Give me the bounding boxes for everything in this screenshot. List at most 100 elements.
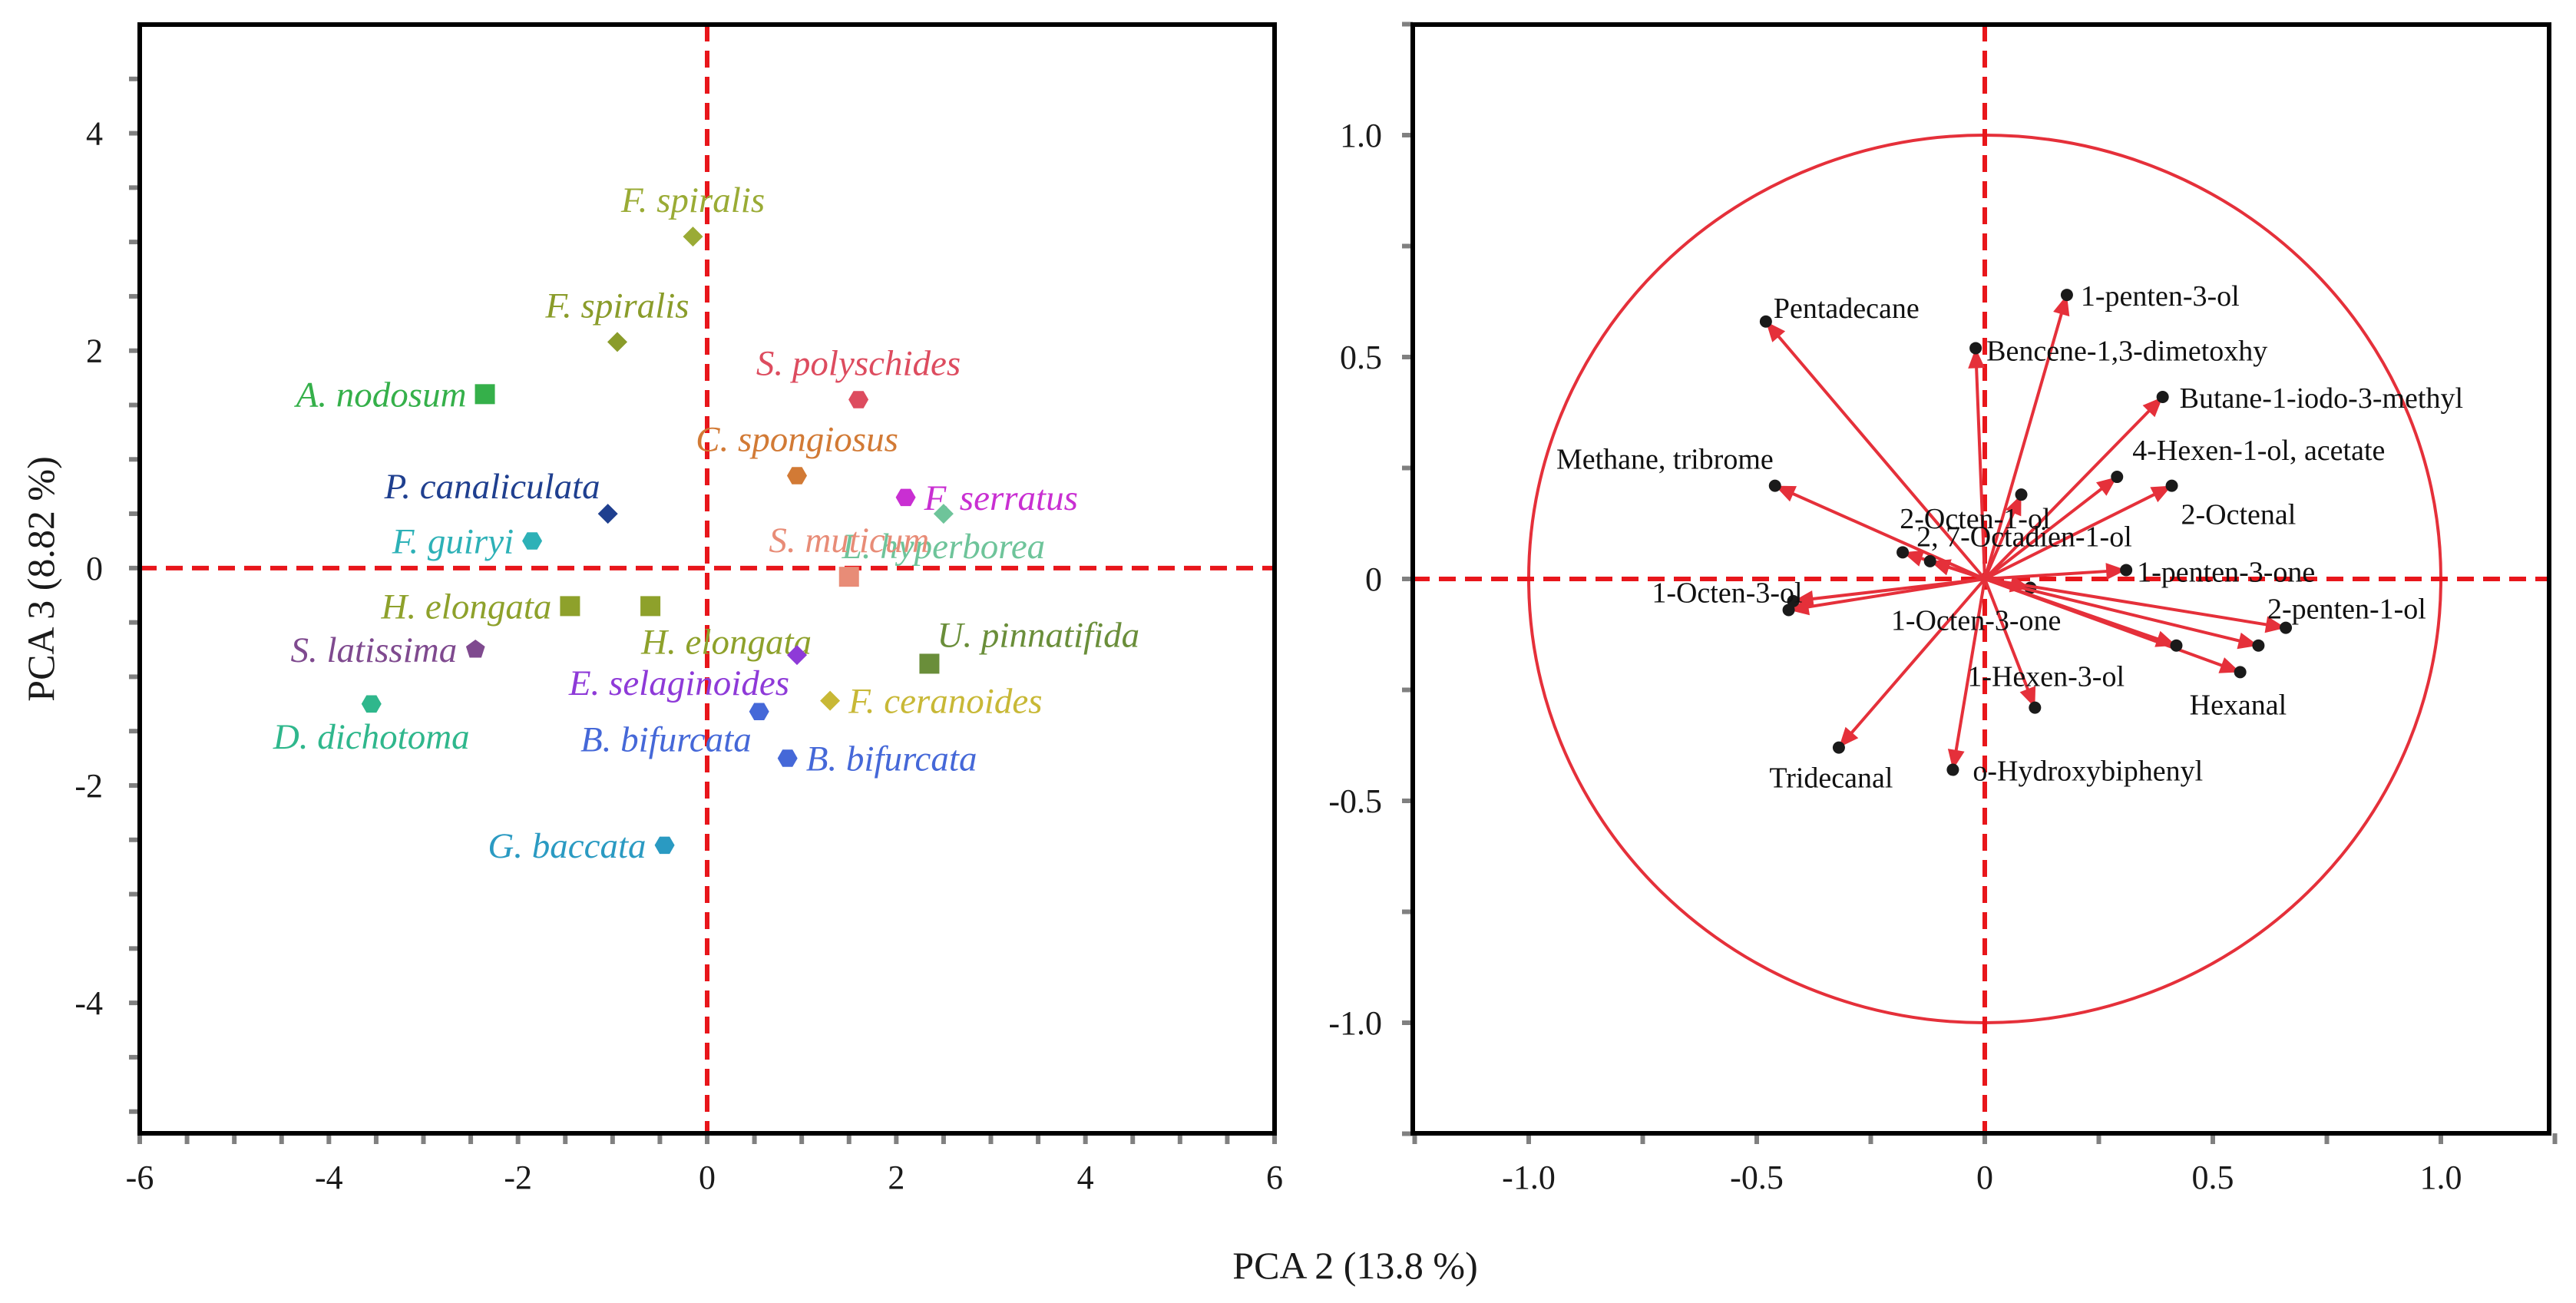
x-tick-label: -4 [315, 1159, 343, 1196]
vector-endpoint [1946, 763, 1959, 776]
data-point [820, 690, 841, 711]
loading-plot-panel: -1.0 -0.5 0 0.5 1.0 1.0 0.5 0 -0.5 -1.0 Pentadecan… [1328, 21, 2558, 1196]
y-axis-title: PCA 3 (8.82 %) [19, 456, 62, 701]
vector-arrowhead [2006, 494, 2022, 517]
vector-endpoint [1896, 546, 1910, 559]
data-point [933, 504, 954, 524]
loading-vector [1984, 577, 2287, 630]
data-point [475, 384, 495, 405]
loading-vector [1984, 577, 2178, 647]
vector-endpoint [1923, 554, 1936, 567]
point-label: B. bifurcata [806, 739, 977, 779]
point-label: D. dichotoma [273, 717, 470, 757]
vector-endpoint [2234, 666, 2247, 679]
vector-arrowhead [2096, 477, 2118, 496]
y-tick-label: -0.5 [1328, 782, 1382, 820]
y-tick-label: -2 [74, 767, 103, 805]
loading-vector [1837, 577, 1986, 749]
data-point [654, 836, 675, 855]
vector-arrowhead [2218, 657, 2240, 673]
x-tick-label: 0.5 [2192, 1159, 2234, 1196]
vector-label: Pentadecane [1774, 293, 1920, 325]
vector-arrowhead [1765, 321, 1786, 342]
point-label: A. nodosum [294, 375, 467, 415]
vector-label: Butane-1-iodo-3-methyl [2180, 382, 2463, 415]
vector-label: 2, 7-Octadien-1-ol [1916, 521, 2132, 553]
score-plot-panel: -6 -4 -2 0 2 4 6 4 2 0 -2 -4 PCA 3 (8.82 %) F. spiral… [19, 22, 1283, 1196]
data-point [749, 703, 769, 720]
x-tick-label: -6 [126, 1159, 154, 1196]
vector-arrowhead [1968, 348, 1986, 369]
y-tick-label: 4 [86, 115, 103, 153]
data-point [465, 640, 485, 658]
point-label: F. ceranoides [848, 682, 1042, 722]
loading-vector [1984, 568, 2127, 580]
y-tick-label: -1.0 [1328, 1004, 1382, 1042]
loading-vector [1764, 320, 1986, 580]
x-tick-label: -2 [504, 1159, 532, 1196]
vector-label: 2-Octen-1-ol [1900, 503, 2050, 535]
vector-endpoint [2280, 621, 2293, 634]
data-point [560, 596, 580, 617]
point-label: H. elongata [640, 622, 812, 662]
shared-x-axis-title: PCA 2 (13.8 %) [1232, 1244, 1477, 1287]
vector-endpoint [2156, 391, 2169, 404]
vector-endpoint [2170, 639, 2183, 652]
vector-endpoint [2111, 471, 2124, 484]
x-tick-label: 6 [1266, 1159, 1283, 1196]
vector-endpoint [2165, 479, 2178, 492]
vector-endpoint [2252, 639, 2265, 652]
data-point [777, 749, 798, 767]
vector-label: o-Hydroxybiphenyl [1973, 756, 2203, 788]
point-label: H. elongata [380, 587, 551, 627]
data-point [361, 695, 382, 713]
x-tick-label: -1.0 [1502, 1159, 1556, 1196]
plot-frame [1410, 22, 2551, 1136]
vector-arrowhead [2142, 397, 2163, 418]
x-tick-label: 0 [699, 1159, 716, 1196]
data-point [787, 467, 807, 484]
loading-vector [1983, 578, 2037, 709]
y-tick-label: 2 [86, 332, 103, 370]
vector-endpoint [2015, 488, 2028, 501]
loading-vector [1983, 395, 2164, 580]
point-label: S. muticum [769, 521, 929, 561]
y-tick-label: -4 [74, 984, 103, 1022]
x-tick-label: 2 [888, 1159, 904, 1196]
point-label: B. bifurcata [580, 720, 752, 760]
data-point [787, 645, 807, 666]
vector-endpoint [1832, 741, 1845, 754]
point-label: G. baccata [488, 826, 646, 866]
data-point [838, 567, 859, 587]
vector-arrowhead [1793, 590, 1814, 607]
point-label: F. spiralis [620, 180, 765, 220]
vector-label: 1-Octen-3-one [1891, 605, 2062, 637]
vector-label: 1-Hexen-3-ol [1967, 661, 2125, 693]
vector-endpoint [2029, 701, 2042, 714]
x-tick-label: 4 [1077, 1159, 1094, 1196]
point-label: F. spiralis [544, 286, 689, 326]
point-label: E. selaginoides [568, 663, 789, 703]
loading-vector [1984, 484, 2173, 580]
loading-vector [1793, 577, 1986, 603]
y-tick-label: 1.0 [1340, 117, 1382, 154]
point-label: C. spongiosus [696, 420, 898, 460]
plot-frame [137, 22, 1277, 1136]
x-tick-label: 0 [1976, 1159, 1993, 1196]
vector-endpoint [1759, 315, 1772, 328]
data-point [607, 332, 627, 352]
data-point [683, 227, 703, 247]
data-point [640, 596, 661, 617]
y-tick-label: 0 [86, 550, 103, 587]
point-label: U. pinnatifida [937, 615, 1139, 655]
vector-endpoint [1768, 479, 1781, 492]
vector-label: 1-Octen-3-ol [1652, 577, 1802, 609]
vector-label: Tridecanal [1769, 762, 1893, 795]
data-point [895, 488, 916, 507]
loading-vector [1951, 578, 1986, 770]
vector-label: Hexanal [2190, 689, 2287, 721]
vector-endpoint [1787, 594, 1800, 607]
vector-label: 1-penten-3-ol [2081, 280, 2240, 313]
data-point [919, 653, 940, 674]
